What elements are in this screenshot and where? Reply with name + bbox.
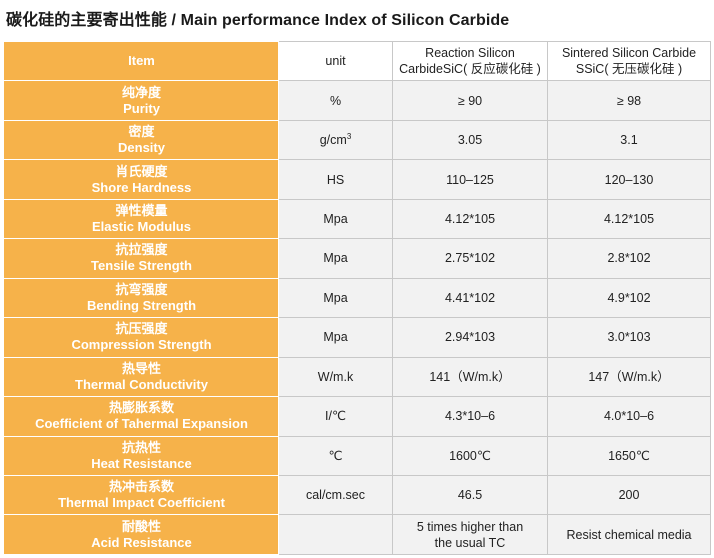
item-zh: 热冲击系数 [108, 479, 174, 495]
reaction-value: 4.3*10–6 [392, 396, 548, 437]
sintered-value: 3.1 [547, 119, 711, 161]
header-unit: unit [278, 40, 393, 82]
item-en: Heat Resistance [91, 455, 192, 471]
row-shore-hardness: 肖氏硬度 Shore Hardness HS 110–125 120–130 [4, 159, 711, 200]
sintered-value: 4.12*105 [547, 198, 711, 240]
header-sintered-line2: SSiC( 无压碳化硅 ) [575, 62, 683, 77]
row-thermal-expansion: 热膨胀系数 Coefficient of Tahermal Expansion I… [4, 396, 711, 437]
item-cell: 热膨胀系数 Coefficient of Tahermal Expansion [4, 396, 279, 437]
header-row: Item unit Reaction Silicon CarbideSiC( 反… [4, 40, 711, 82]
item-en: Compression Strength [71, 337, 212, 353]
row-bending-strength: 抗弯强度 Bending Strength Mpa 4.41*102 4.9*10… [4, 277, 711, 319]
item-en: Bending Strength [86, 297, 197, 313]
row-thermal-conductivity: 热导性 Thermal Conductivity W/m.k 141（W/m.k）… [4, 356, 711, 398]
header-sintered-line1: Sintered Silicon Carbide [561, 46, 697, 61]
sintered-value: 120–130 [547, 159, 711, 200]
row-density: 密度 Density g/cm3 3.05 3.1 [4, 119, 711, 161]
item-cell: 抗拉强度 Tensile Strength [4, 238, 279, 279]
page-title: 碳化硅的主要寄出性能 / Main performance Index of S… [6, 12, 510, 29]
sintered-value: 147（W/m.k） [547, 356, 711, 398]
item-cell: 热导性 Thermal Conductivity [4, 356, 279, 398]
reaction-value: ≥ 90 [392, 80, 548, 121]
reaction-value: 4.12*105 [392, 198, 548, 240]
row-compression-strength: 抗压强度 Compression Strength Mpa 2.94*103 3.… [4, 317, 711, 358]
item-zh: 肖氏硬度 [115, 163, 168, 179]
unit-cell: HS [278, 159, 393, 200]
item-zh: 弹性模量 [115, 203, 168, 219]
item-en: Purity [123, 100, 160, 116]
item-zh: 热膨胀系数 [108, 400, 174, 416]
item-en: Coefficient of Tahermal Expansion [35, 416, 248, 432]
reaction-value: 2.94*103 [392, 317, 548, 358]
header-reaction-line2: CarbideSiC( 反应碳化硅 ) [399, 62, 541, 77]
reaction-value: 4.41*102 [392, 277, 548, 319]
row-thermal-impact: 热冲击系数 Thermal Impact Coefficient cal/cm.s… [4, 474, 711, 516]
unit-cell [278, 514, 393, 555]
reaction-line1: 5 times higher than [416, 519, 524, 534]
item-en: Tensile Strength [91, 258, 192, 274]
item-cell: 抗热性 Heat Resistance [4, 435, 279, 476]
item-cell: 纯净度 Purity [4, 80, 279, 121]
sintered-value: Resist chemical media [547, 514, 711, 555]
sintered-value: 4.0*10–6 [547, 396, 711, 437]
unit-cell: cal/cm.sec [278, 474, 393, 516]
unit-cell: Mpa [278, 238, 393, 279]
header-sintered-sic: Sintered Silicon Carbide SSiC( 无压碳化硅 ) [547, 40, 711, 82]
reaction-value: 5 times higher than the usual TC [392, 514, 548, 555]
header-reaction-sic: Reaction Silicon CarbideSiC( 反应碳化硅 ) [392, 40, 548, 82]
item-cell: 肖氏硬度 Shore Hardness [4, 159, 279, 200]
reaction-value: 46.5 [392, 474, 548, 516]
reaction-value: 1600℃ [392, 435, 548, 476]
row-purity: 纯净度 Purity % ≥ 90 ≥ 98 [4, 80, 711, 121]
unit-cell: Mpa [278, 317, 393, 358]
sintered-value: 200 [547, 474, 711, 516]
row-heat-resistance: 抗热性 Heat Resistance ℃ 1600℃ 1650℃ [4, 435, 711, 476]
item-zh: 抗热性 [121, 439, 161, 455]
item-en: Thermal Impact Coefficient [58, 495, 225, 511]
item-en: Shore Hardness [91, 179, 192, 195]
row-acid-resistance: 耐酸性 Acid Resistance 5 times higher than th… [4, 514, 711, 555]
sintered-value: 1650℃ [547, 435, 711, 476]
unit-cell: I/℃ [278, 396, 393, 437]
sintered-value: ≥ 98 [547, 80, 711, 121]
item-zh: 纯净度 [121, 84, 161, 100]
row-tensile-strength: 抗拉强度 Tensile Strength Mpa 2.75*102 2.8*10… [4, 238, 711, 279]
sintered-value: 4.9*102 [547, 277, 711, 319]
item-zh: 抗弯强度 [115, 281, 168, 297]
reaction-value: 110–125 [392, 159, 548, 200]
item-cell: 密度 Density [4, 119, 279, 161]
unit-cell: g/cm3 [278, 119, 393, 161]
header-item: Item [4, 40, 279, 82]
unit-cell: W/m.k [278, 356, 393, 398]
item-zh: 抗拉强度 [115, 242, 168, 258]
unit-superscript: 3 [346, 131, 352, 141]
reaction-value: 141（W/m.k） [392, 356, 548, 398]
header-reaction-line1: Reaction Silicon [425, 46, 515, 61]
item-cell: 抗弯强度 Bending Strength [4, 277, 279, 319]
unit-cell: Mpa [278, 198, 393, 240]
item-cell: 热冲击系数 Thermal Impact Coefficient [4, 474, 279, 516]
reaction-value: 2.75*102 [392, 238, 548, 279]
unit-text: g/cm [319, 133, 347, 148]
reaction-line2: the usual TC [434, 535, 506, 550]
unit-cell: % [278, 80, 393, 121]
sintered-value: 3.0*103 [547, 317, 711, 358]
reaction-value: 3.05 [392, 119, 548, 161]
item-cell: 弹性模量 Elastic Modulus [4, 198, 279, 240]
unit-cell: Mpa [278, 277, 393, 319]
row-elastic-modulus: 弹性模量 Elastic Modulus Mpa 4.12*105 4.12*10… [4, 198, 711, 240]
item-en: Acid Resistance [91, 534, 192, 550]
item-zh: 密度 [128, 124, 155, 140]
item-cell: 抗压强度 Compression Strength [4, 317, 279, 358]
item-zh: 热导性 [121, 360, 161, 376]
sintered-value: 2.8*102 [547, 238, 711, 279]
unit-cell: ℃ [278, 435, 393, 476]
item-zh: 耐酸性 [121, 518, 161, 534]
item-cell: 耐酸性 Acid Resistance [4, 514, 279, 555]
item-en: Density [118, 140, 165, 156]
item-en: Elastic Modulus [92, 219, 191, 235]
item-en: Thermal Conductivity [75, 376, 208, 392]
properties-table: Item unit Reaction Silicon CarbideSiC( 反… [4, 40, 711, 555]
item-zh: 抗压强度 [115, 321, 168, 337]
